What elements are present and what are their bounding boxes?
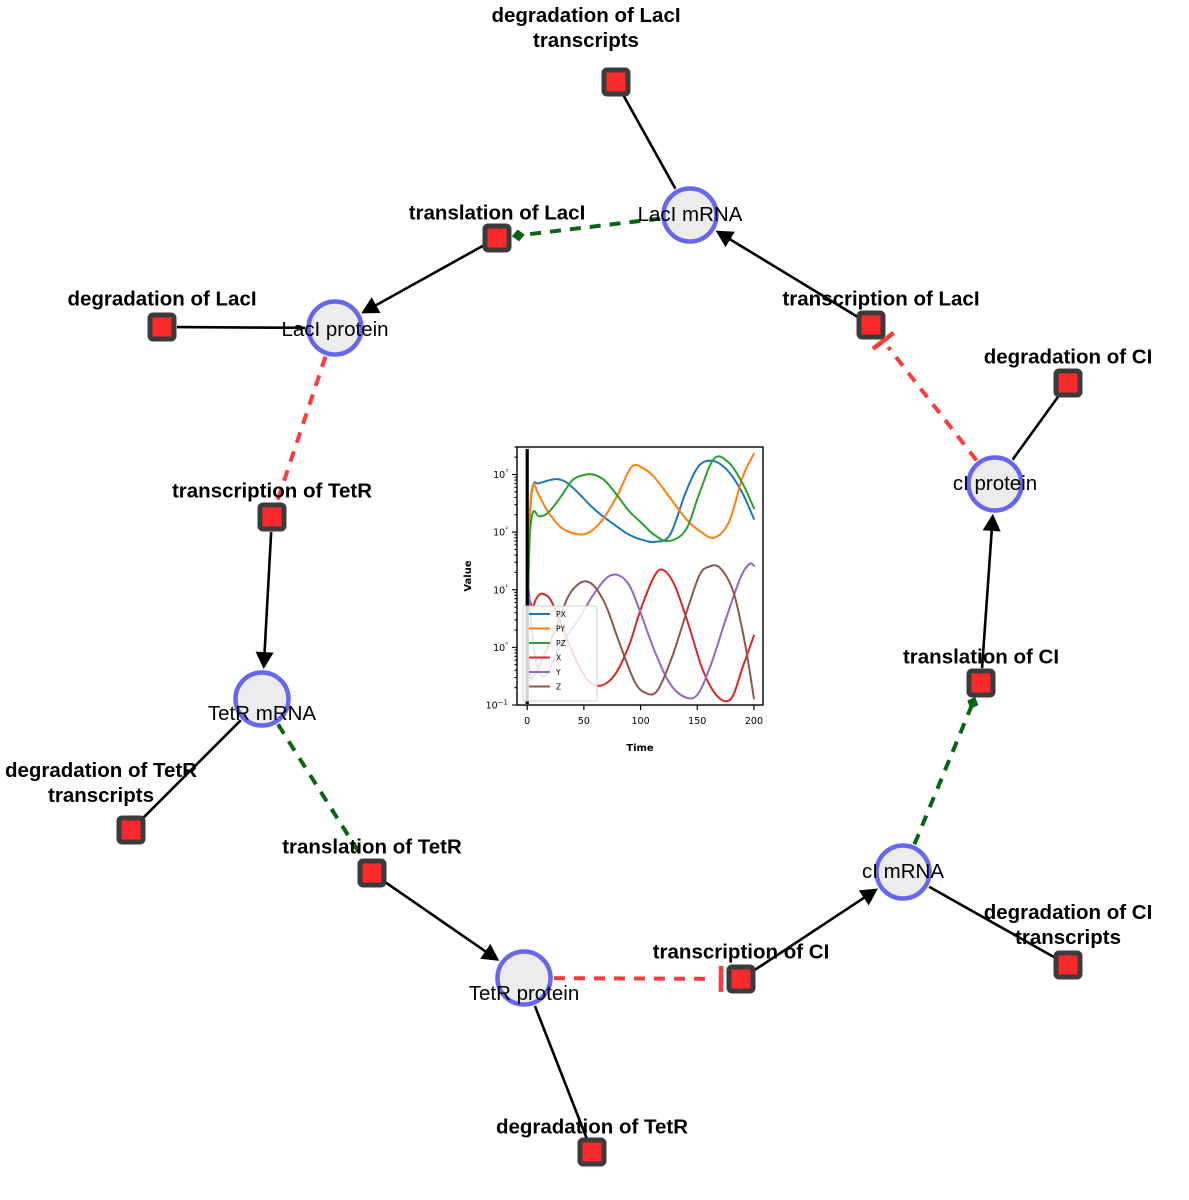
species-label-laci_protein: LacI protein xyxy=(281,318,389,341)
edge-laci_mrna-to-transl_laci xyxy=(520,216,661,238)
reaction-node-deg_ci_transcripts[interactable] xyxy=(1053,950,1083,980)
series-line-PX xyxy=(526,459,755,649)
edge-transl_laci-to-laci_protein xyxy=(371,244,485,309)
species-label-ci_protein: cI protein xyxy=(952,472,1038,495)
edge-transcr_laci-to-laci_mrna xyxy=(726,236,859,319)
edge-laci_mrna-to-deg_laci_transcripts xyxy=(622,94,677,190)
reaction-label-deg_ci_transcripts: degradation of CI transcripts xyxy=(983,901,1153,949)
reaction-label-deg_laci_transcripts: degradation of LacI transcripts xyxy=(491,4,681,52)
reaction-label-transl_tetr: translation of TetR xyxy=(282,835,462,859)
edge-laci_protein-to-transcr_tetr xyxy=(274,355,328,504)
edge-ci_mrna-to-deg_ci_transcripts xyxy=(928,885,1056,959)
species-label-tetr_protein: TetR protein xyxy=(468,982,580,1005)
edge-arrowhead xyxy=(982,513,1001,532)
y-tick-label: 10−1 xyxy=(486,699,508,712)
reaction-node-transcr_tetr[interactable] xyxy=(257,502,287,532)
reaction-label-transcr_ci: transcription of CI xyxy=(652,940,830,964)
series-line-PY xyxy=(526,452,755,649)
reaction-node-transcr_ci[interactable] xyxy=(726,964,756,994)
edge-arrowhead xyxy=(361,297,381,314)
edge-arrowhead xyxy=(715,230,735,248)
x-tick-label: 200 xyxy=(745,716,763,727)
species-node-tetr_mrna[interactable] xyxy=(233,670,291,728)
edge-ci_protein-to-deg_ci xyxy=(1011,394,1061,461)
edge-arrowhead xyxy=(255,651,274,669)
species-node-ci_protein[interactable] xyxy=(966,455,1024,513)
reaction-label-deg_tetr_transcripts: degradation of TetR transcripts xyxy=(4,759,198,807)
reaction-node-deg_tetr[interactable] xyxy=(577,1137,607,1167)
x-tick-label: 50 xyxy=(578,716,590,727)
reaction-label-transcr_laci: transcription of LacI xyxy=(782,287,980,311)
inset-timeseries-chart: 10−1 10⁰ 10¹ 10² 10³ 0 50 100 150 200 Time Value PX P… xyxy=(455,427,775,767)
species-node-laci_protein[interactable] xyxy=(306,299,364,357)
y-tick-label: 10³ xyxy=(493,468,508,481)
y-tick-label: 10⁰ xyxy=(493,641,508,654)
reaction-label-transl_laci: translation of LacI xyxy=(408,201,586,225)
edge-arrowhead xyxy=(480,943,500,961)
edge-inhibition-bar xyxy=(871,331,895,351)
reaction-node-transl_ci[interactable] xyxy=(966,668,996,698)
reaction-node-deg_laci[interactable] xyxy=(147,312,177,342)
legend-label-X: X xyxy=(556,653,561,662)
y-axis-label: Value xyxy=(463,560,474,591)
reaction-label-deg_laci: degradation of LacI xyxy=(67,287,257,311)
x-tick-label: 0 xyxy=(524,716,530,727)
reaction-node-transl_laci[interactable] xyxy=(482,223,512,253)
legend-label-Z: Z xyxy=(556,682,561,691)
edge-tetr_protein-to-deg_tetr xyxy=(533,1005,588,1139)
edge-arrowhead xyxy=(858,888,878,906)
species-label-tetr_mrna: TetR mRNA xyxy=(207,702,317,725)
reaction-node-transl_tetr[interactable] xyxy=(357,858,387,888)
edge-transl_tetr-to-tetr_protein xyxy=(383,880,490,955)
chart-legend-box xyxy=(522,605,598,702)
reaction-label-deg_tetr: degradation of TetR xyxy=(495,1115,689,1139)
edge-ci_mrna-to-transl_ci xyxy=(912,704,974,846)
reaction-label-deg_ci: degradation of CI xyxy=(983,345,1153,369)
y-tick-label: 10² xyxy=(493,526,508,539)
y-tick-label: 10¹ xyxy=(493,583,508,596)
species-label-laci_mrna: LacI mRNA xyxy=(637,203,743,226)
chart-background xyxy=(455,427,775,767)
edge-laci_protein-to-deg_laci xyxy=(176,325,306,330)
species-node-tetr_protein[interactable] xyxy=(495,949,553,1007)
edge-diamondhead xyxy=(967,696,979,709)
edge-tetr_mrna-to-transl_tetr xyxy=(276,723,366,862)
edge-transcr_ci-to-ci_mrna xyxy=(752,894,868,972)
x-axis-label: Time xyxy=(626,743,654,754)
species-node-ci_mrna[interactable] xyxy=(874,843,932,901)
reaction-node-deg_laci_transcripts[interactable] xyxy=(601,67,631,97)
legend-label-PZ: PZ xyxy=(556,639,566,648)
reaction-node-deg_tetr_transcripts[interactable] xyxy=(116,815,146,845)
x-tick-label: 100 xyxy=(631,716,649,727)
reaction-label-transcr_tetr: transcription of TetR xyxy=(171,479,373,503)
series-line-X xyxy=(526,568,755,703)
species-label-ci_mrna: cI mRNA xyxy=(862,860,944,883)
edge-diamondhead xyxy=(511,229,525,242)
edge-tetr_protein-to-transcr_ci xyxy=(553,976,714,981)
reaction-node-transcr_laci[interactable] xyxy=(856,310,886,340)
legend-label-Y: Y xyxy=(555,668,561,677)
legend-label-PY: PY xyxy=(556,624,565,633)
x-tick-label: 150 xyxy=(688,716,706,727)
reaction-node-deg_ci[interactable] xyxy=(1053,368,1083,398)
legend-label-PX: PX xyxy=(556,610,566,619)
edge-transcr_tetr-to-tetr_mrna xyxy=(263,531,273,657)
edge-tetr_mrna-to-deg_tetr_transcripts xyxy=(140,719,242,821)
edge-transl_ci-to-ci_protein xyxy=(980,526,994,669)
series-line-PZ xyxy=(526,455,755,649)
reaction-label-transl_ci: translation of CI xyxy=(902,645,1060,669)
inset-chart-svg: 10−1 10⁰ 10¹ 10² 10³ 0 50 100 150 200 Time Value PX P… xyxy=(455,427,775,767)
edge-ci_protein-to-transcr_laci xyxy=(886,345,979,462)
species-node-laci_mrna[interactable] xyxy=(661,186,719,244)
